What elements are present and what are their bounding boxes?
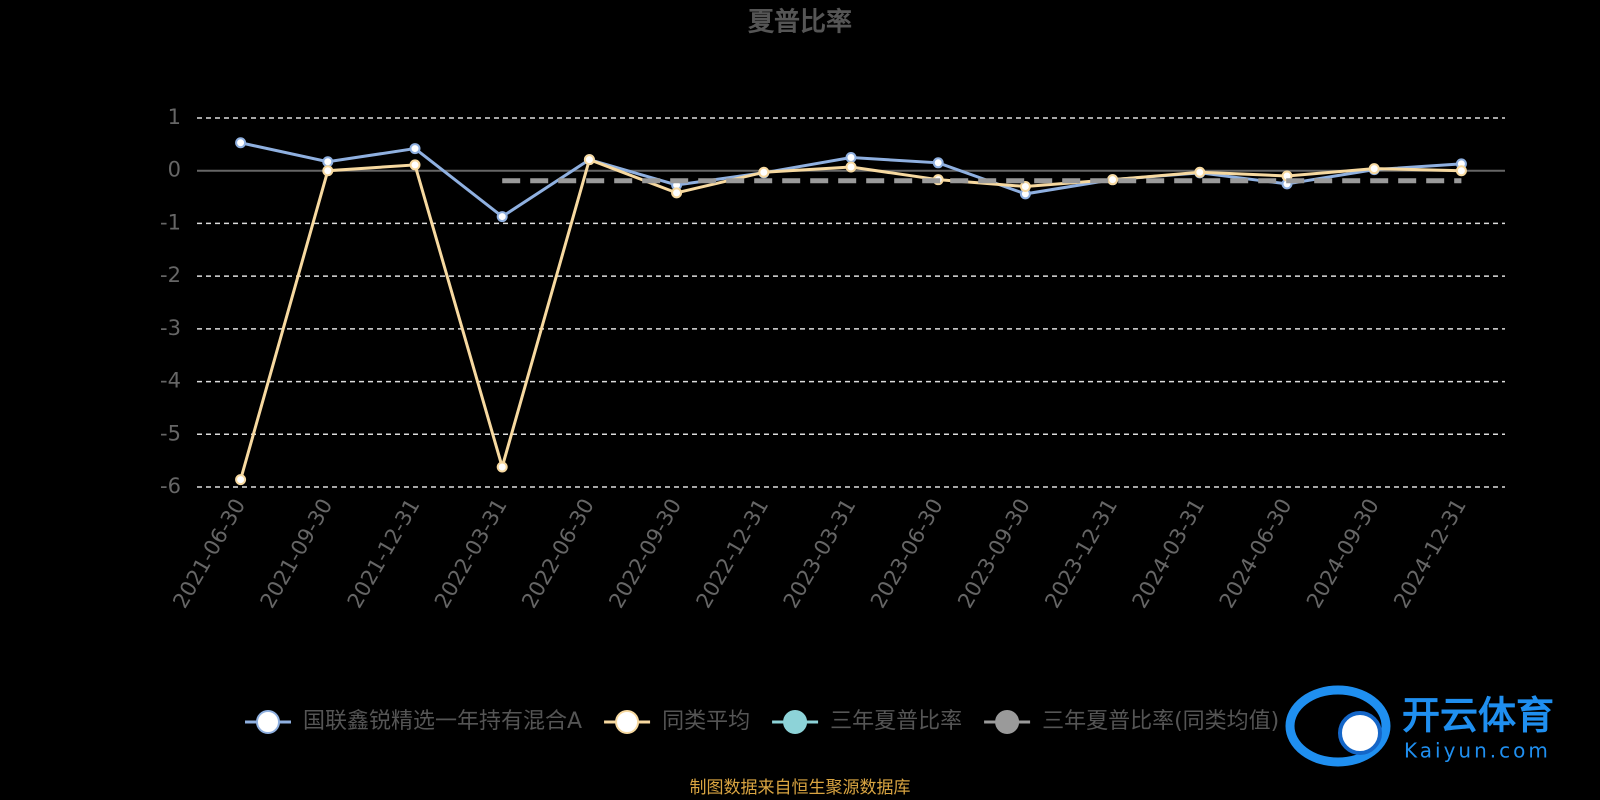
point: [583, 154, 595, 166]
point: [409, 143, 421, 155]
point: [322, 165, 334, 177]
point: [758, 166, 770, 178]
point: [671, 187, 683, 199]
point: [932, 157, 944, 169]
source-note: 制图数据来自恒生聚源数据库: [690, 778, 911, 798]
point: [322, 156, 334, 168]
point: [845, 152, 857, 164]
legend-item: 同类平均: [604, 709, 750, 734]
point: [235, 474, 247, 486]
point: [409, 159, 421, 171]
point: [496, 211, 508, 223]
legend-marker: [615, 710, 640, 734]
watermark-ball: [1338, 711, 1382, 755]
y-tick-label: -3: [160, 316, 181, 340]
y-tick-label: 0: [168, 158, 181, 182]
legend-item: 国联鑫锐精选一年持有混合A: [245, 709, 582, 734]
watermark-logo: [1285, 685, 1391, 767]
point: [1107, 174, 1119, 186]
point: [235, 137, 247, 149]
point: [1194, 166, 1206, 178]
legend-label: 三年夏普比率(同类均值): [1042, 709, 1279, 734]
point: [1455, 165, 1467, 177]
y-tick-label: -4: [160, 369, 181, 393]
point: [1368, 163, 1380, 175]
legend-item: 三年夏普比率(同类均值): [984, 709, 1279, 734]
legend-item: 三年夏普比率: [772, 709, 962, 734]
point: [1019, 181, 1031, 193]
y-tick-label: -5: [160, 421, 181, 445]
y-tick-label: 1: [168, 105, 181, 129]
legend-label: 同类平均: [662, 709, 750, 734]
watermark-url: Kaiyun.com: [1404, 739, 1551, 763]
legend-marker: [256, 710, 280, 734]
point: [845, 161, 857, 173]
legend-label: 国联鑫锐精选一年持有混合A: [303, 709, 582, 734]
legend-marker: [995, 710, 1020, 734]
legend-marker: [783, 710, 808, 734]
watermark-name: 开云体育: [1402, 694, 1554, 738]
point: [496, 461, 508, 473]
chart-title: 夏普比率: [748, 7, 852, 38]
y-tick-label: -2: [160, 263, 181, 287]
y-tick-label: -1: [160, 210, 181, 234]
y-tick-label: -6: [160, 474, 181, 498]
legend-label: 三年夏普比率: [830, 709, 962, 734]
